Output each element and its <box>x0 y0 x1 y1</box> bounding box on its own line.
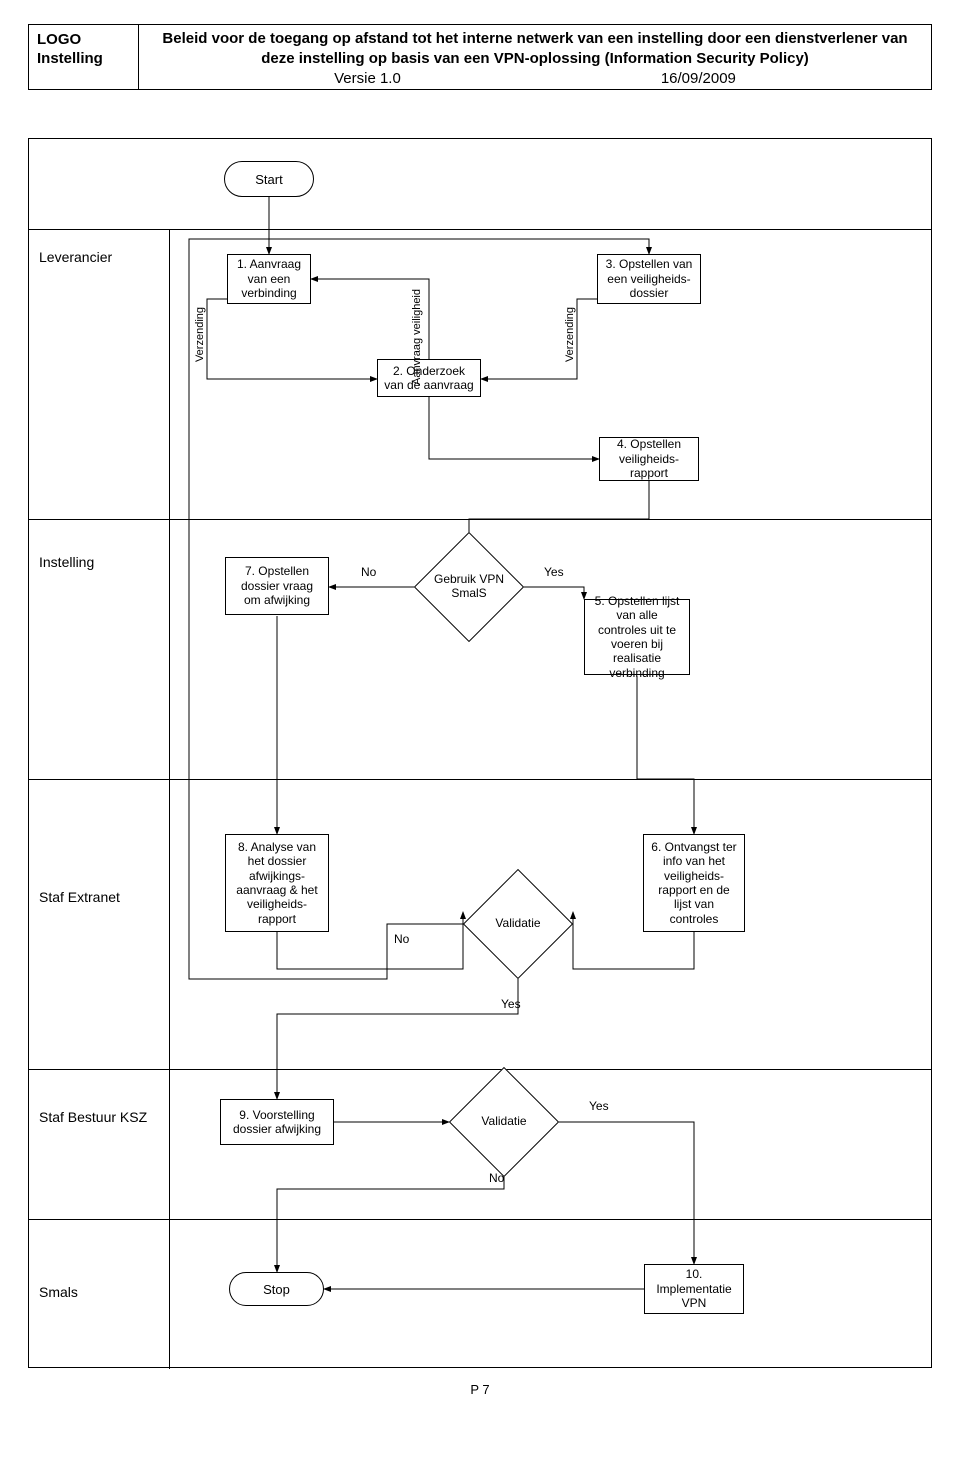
decision-validatie-2-label: Validatie <box>449 1082 559 1162</box>
start-terminator: Start <box>224 161 314 197</box>
lane-label-instelling: Instelling <box>39 554 94 570</box>
decision-validatie-1-label: Validatie <box>463 884 573 964</box>
edge-label-no-2: No <box>394 932 409 946</box>
document-date: 16/09/2009 <box>661 70 736 87</box>
logo-text-line1: LOGO <box>37 31 130 50</box>
edge-label-yes-2: Yes <box>501 997 521 1011</box>
stop-terminator: Stop <box>229 1272 324 1306</box>
edge-label-yes-3: Yes <box>589 1099 609 1113</box>
header-main-cell: Beleid voor de toegang op afstand tot he… <box>139 25 931 89</box>
document-header: LOGO Instelling Beleid voor de toegang o… <box>28 24 932 90</box>
edge-label-no-1: No <box>361 565 376 579</box>
node-4-opstellen-rapport: 4. Opstellen veiligheids-rapport <box>599 437 699 481</box>
lane-label-leverancier: Leverancier <box>39 249 112 265</box>
page-footer: P 7 <box>28 1382 932 1397</box>
node-1-aanvraag-verbinding: 1. Aanvraag van een verbinding <box>227 254 311 304</box>
flowchart-frame: Leverancier Instelling Staf Extranet Sta… <box>28 138 932 1368</box>
logo-text-line2: Instelling <box>37 50 130 69</box>
lane-label-staf-bestuur: Staf Bestuur KSZ <box>39 1109 147 1125</box>
edge-label-no-3: No <box>489 1171 504 1185</box>
lane-label-staf-extranet: Staf Extranet <box>39 889 120 905</box>
lane-label-smals: Smals <box>39 1284 78 1300</box>
document-version: Versie 1.0 <box>334 70 401 87</box>
edge-label-aanvraag-veiligheid: Aanvraag veiligheid <box>411 289 423 385</box>
edge-label-yes-1: Yes <box>544 565 564 579</box>
node-2-onderzoek-aanvraag: 2. Onderzoek van de aanvraag <box>377 359 481 397</box>
node-5-opstellen-lijst: 5. Opstellen lijst van alle controles ui… <box>584 599 690 675</box>
decision-validatie-1: Validatie <box>463 884 573 964</box>
node-6-ontvangst-rapport: 6. Ontvangst ter info van het veiligheid… <box>643 834 745 932</box>
node-7-dossier-afwijking: 7. Opstellen dossier vraag om afwijking <box>225 557 329 615</box>
edge-label-verzending-1: Verzending <box>194 307 206 362</box>
node-8-analyse-dossier: 8. Analyse van het dossier afwijkings-aa… <box>225 834 329 932</box>
decision-gebruik-vpn: Gebruik VPN SmalS <box>414 547 524 627</box>
header-logo-cell: LOGO Instelling <box>29 25 139 89</box>
node-3-opstellen-dossier: 3. Opstellen van een veiligheids-dossier <box>597 254 701 304</box>
document-title: Beleid voor de toegang op afstand tot he… <box>149 29 921 68</box>
decision-gebruik-vpn-label: Gebruik VPN SmalS <box>414 547 524 627</box>
flowchart-connectors <box>29 139 931 1367</box>
edge-label-verzending-2: Verzending <box>564 307 576 362</box>
node-10-implementatie-vpn: 10. Implementatie VPN <box>644 1264 744 1314</box>
node-9-voorstelling-dossier: 9. Voorstelling dossier afwijking <box>220 1099 334 1145</box>
decision-validatie-2: Validatie <box>449 1082 559 1162</box>
